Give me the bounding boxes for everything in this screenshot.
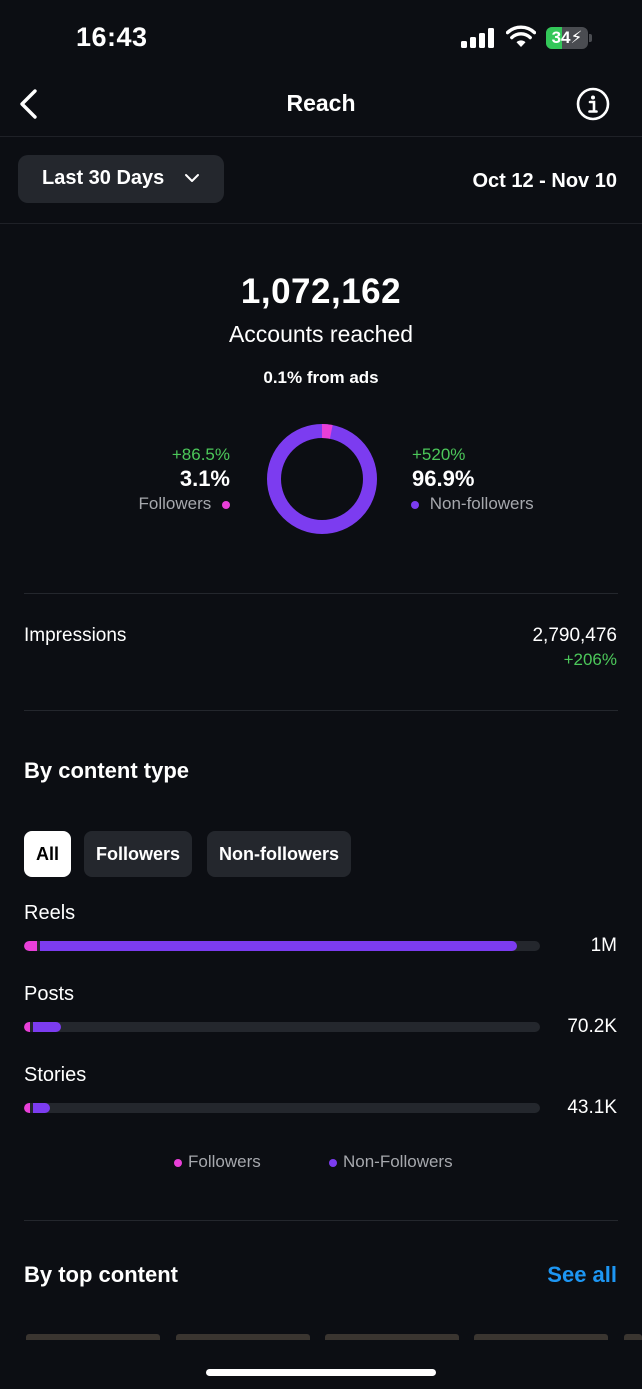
reach-donut-chart [267,424,377,534]
reels-value: 1M [590,935,617,956]
followers-change: +86.5% [171,445,230,464]
top-content-thumbnail[interactable] [474,1334,608,1340]
donut-followers-arc [321,424,333,439]
divider [24,1220,618,1221]
impressions-value: 2,790,476 [532,625,617,646]
legend-followers-label: Followers [188,1152,261,1171]
legend-non-followers-label: Non-Followers [343,1152,453,1171]
posts-bar [24,1022,540,1032]
impressions-label: Impressions [24,625,127,646]
divider [0,136,642,137]
back-chevron-icon[interactable] [16,86,44,122]
stories-label: Stories [24,1064,87,1086]
stories-bar [24,1103,540,1113]
battery-indicator: 34⚡ [546,27,592,49]
top-content-thumbnail[interactable] [325,1334,459,1340]
top-content-thumbnail[interactable] [176,1334,310,1340]
posts-label: Posts [24,983,75,1005]
wifi-icon [506,25,536,47]
tab-non-followers[interactable]: Non-followers [207,831,351,877]
reels-non-followers-segment [40,941,517,951]
see-all-link[interactable]: See all [547,1262,617,1287]
legend-followers-dot [174,1158,182,1167]
legend-followers: Followers [174,1152,261,1172]
top-content-thumbnail[interactable] [624,1334,642,1340]
page-title: Reach [286,90,356,116]
impressions-change: +206% [563,650,617,669]
divider [24,710,618,711]
battery-percent: 34 [551,28,571,47]
followers-label: Followers [138,494,212,513]
legend-non-followers-dot [329,1158,337,1167]
date-range-dropdown[interactable]: Last 30 Days [18,155,224,203]
non-followers-dot [411,500,419,509]
stories-value: 43.1K [567,1097,617,1118]
info-icon[interactable] [576,87,610,121]
cellular-signal-icon [461,28,494,48]
followers-legend: Followers [139,494,230,514]
stories-followers-segment [24,1103,30,1113]
accounts-reached-label: Accounts reached [228,321,414,347]
top-content-title: By top content [24,1262,178,1287]
posts-value: 70.2K [567,1016,617,1037]
chevron-down-icon [185,174,199,182]
status-time: 16:43 [76,22,148,52]
non-followers-change: +520% [412,445,466,464]
tab-followers[interactable]: Followers [84,831,193,877]
non-followers-legend: Non-followers [411,494,534,514]
battery-level [546,27,562,49]
accounts-reached-value: 1,072,162 [240,272,402,311]
non-followers-label: Non-followers [429,494,534,513]
reels-bar [24,941,540,951]
followers-dot [222,500,230,509]
stories-non-followers-segment [33,1103,50,1113]
divider [24,593,618,594]
date-range-text: Oct 12 - Nov 10 [472,170,617,192]
followers-percent: 3.1% [179,466,230,491]
home-indicator [206,1369,436,1376]
content-type-title: By content type [24,758,190,783]
legend-non-followers: Non-Followers [329,1152,453,1172]
reels-label: Reels [24,902,76,924]
date-range-label: Last 30 Days [42,167,165,189]
top-content-thumbnail[interactable] [26,1334,160,1340]
posts-followers-segment [24,1022,30,1032]
tab-all[interactable]: All [24,831,72,877]
ads-share: 0.1% from ads [263,368,379,387]
non-followers-percent: 96.9% [412,466,475,491]
divider [0,223,642,224]
reels-followers-segment [24,941,37,951]
donut-non-followers-arc [267,424,377,534]
posts-non-followers-segment [33,1022,61,1032]
